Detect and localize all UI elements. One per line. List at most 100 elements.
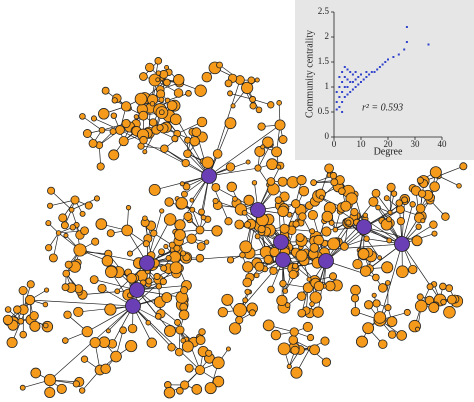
node <box>321 210 334 223</box>
edge <box>82 116 103 131</box>
node <box>30 367 42 379</box>
node <box>120 101 132 112</box>
edge <box>229 93 253 100</box>
node <box>212 356 225 370</box>
point <box>354 71 357 73</box>
point <box>341 71 344 73</box>
node <box>254 77 260 83</box>
node <box>72 380 80 388</box>
node <box>340 242 349 251</box>
node <box>352 259 363 270</box>
node <box>161 292 173 303</box>
node <box>286 363 292 370</box>
edge <box>208 124 281 177</box>
node <box>134 92 148 106</box>
node <box>242 261 254 273</box>
node <box>118 136 129 147</box>
point <box>343 86 346 88</box>
node <box>401 196 408 204</box>
point <box>349 91 352 93</box>
node <box>239 240 253 254</box>
node <box>189 136 200 147</box>
point <box>341 81 344 83</box>
node <box>429 220 438 229</box>
node <box>235 315 244 325</box>
inset-chart: Degree Community centrality r² = 0.593 0… <box>304 6 447 157</box>
node <box>154 57 163 65</box>
node <box>195 225 205 235</box>
node <box>313 234 324 246</box>
node <box>62 269 71 278</box>
edge <box>50 190 72 211</box>
node <box>105 265 118 279</box>
node <box>418 189 427 198</box>
edge <box>29 299 134 307</box>
node <box>373 311 387 324</box>
node <box>212 375 225 388</box>
node <box>431 230 438 237</box>
node <box>163 78 171 87</box>
node <box>330 178 339 187</box>
y-tick-label: 0.5 <box>318 106 330 116</box>
node <box>126 250 133 257</box>
node <box>390 190 398 197</box>
node <box>142 149 148 155</box>
node <box>115 125 125 135</box>
x-tick-label: 10 <box>357 139 367 149</box>
node <box>387 209 393 216</box>
node <box>189 197 195 203</box>
edge <box>132 267 177 307</box>
hub-node <box>356 219 372 235</box>
point <box>346 68 349 71</box>
y-axis-label: Community centrality <box>304 30 315 118</box>
node <box>254 164 262 172</box>
edge <box>354 211 403 245</box>
node <box>383 195 390 202</box>
node <box>271 146 282 158</box>
node <box>295 249 308 262</box>
node <box>150 229 158 237</box>
node <box>243 194 255 206</box>
node <box>324 280 336 292</box>
hub-node <box>273 234 289 250</box>
node <box>345 219 352 226</box>
node <box>429 166 442 179</box>
node <box>291 262 299 270</box>
node <box>13 305 22 314</box>
node <box>174 318 182 326</box>
node <box>169 113 182 126</box>
node <box>363 235 370 242</box>
node <box>371 188 381 198</box>
point <box>354 78 357 81</box>
node <box>269 246 280 258</box>
point <box>354 86 357 88</box>
node <box>243 221 252 229</box>
point <box>338 96 341 98</box>
node <box>183 211 193 221</box>
node <box>289 327 299 337</box>
edge <box>208 167 259 177</box>
node <box>110 350 122 363</box>
node <box>63 232 69 238</box>
node <box>241 209 248 216</box>
node <box>106 229 115 238</box>
node <box>198 328 206 336</box>
node <box>355 335 368 348</box>
node <box>104 303 117 316</box>
node <box>384 280 391 286</box>
node <box>194 364 206 376</box>
node <box>79 113 86 120</box>
node <box>158 109 165 116</box>
node <box>201 156 214 169</box>
node <box>69 224 76 231</box>
node <box>332 226 339 233</box>
node <box>345 192 358 205</box>
node <box>64 260 73 269</box>
node <box>89 275 99 285</box>
node <box>167 343 176 352</box>
node <box>182 182 191 191</box>
node <box>279 223 290 234</box>
node <box>19 330 28 339</box>
node <box>111 97 118 104</box>
node <box>233 303 247 317</box>
